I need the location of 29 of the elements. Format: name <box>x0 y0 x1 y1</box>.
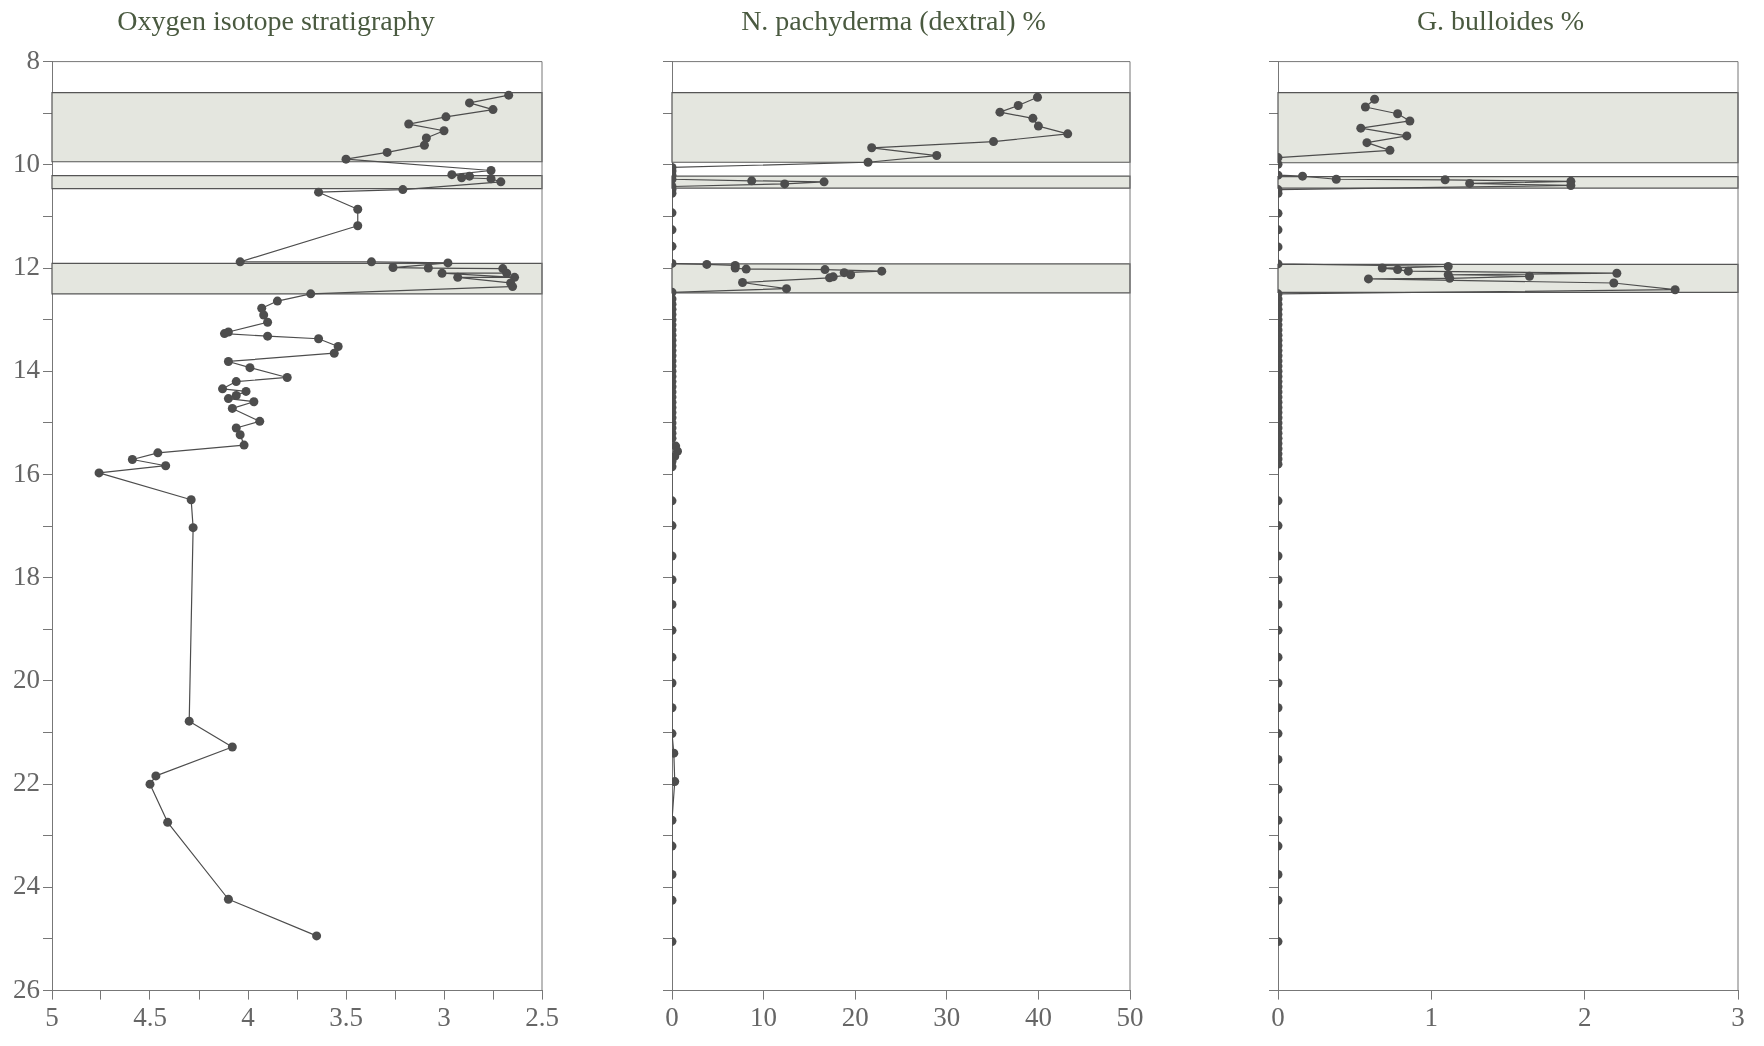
x-tick-label: 4.5 <box>133 1001 167 1032</box>
y-tick-label: 20 <box>13 664 40 695</box>
y-tick-label: 16 <box>13 457 40 488</box>
x-tick-label: 20 <box>841 1001 869 1032</box>
x-tick-label: 0 <box>1271 1001 1285 1032</box>
x-tick-label: 3.5 <box>329 1001 363 1032</box>
chart-title: G. bulloides % <box>1416 5 1585 37</box>
x-tick-label: 10 <box>750 1001 778 1032</box>
y-tick-label: 8 <box>26 44 40 75</box>
y-tick-label: 22 <box>13 767 40 798</box>
x-tick-label: 2 <box>1577 1001 1592 1032</box>
x-tick-label: 5 <box>45 1001 59 1032</box>
y-tick-label: 18 <box>13 560 40 591</box>
y-tick-label: 14 <box>13 354 41 385</box>
x-tick-label: 0 <box>665 1001 679 1032</box>
x-tick-label: 3 <box>1731 1001 1745 1032</box>
y-tick-label: 10 <box>13 147 40 178</box>
x-tick-label: 1 <box>1424 1001 1439 1032</box>
y-tick-label: 26 <box>13 973 40 1004</box>
x-tick-label: 40 <box>1024 1001 1052 1032</box>
x-tick-label: 50 <box>1116 1001 1144 1032</box>
x-tick-label: 3 <box>437 1001 451 1032</box>
x-tick-label: 2.5 <box>525 1001 559 1032</box>
chart-title: N. pachyderma (dextral) % <box>741 5 1046 37</box>
x-tick-label: 4 <box>241 1001 256 1032</box>
x-tick-label: 30 <box>933 1001 961 1032</box>
chart-title: Oxygen isotope stratigraphy <box>117 5 435 37</box>
y-tick-label: 12 <box>13 251 40 282</box>
y-tick-label: 24 <box>13 870 41 901</box>
